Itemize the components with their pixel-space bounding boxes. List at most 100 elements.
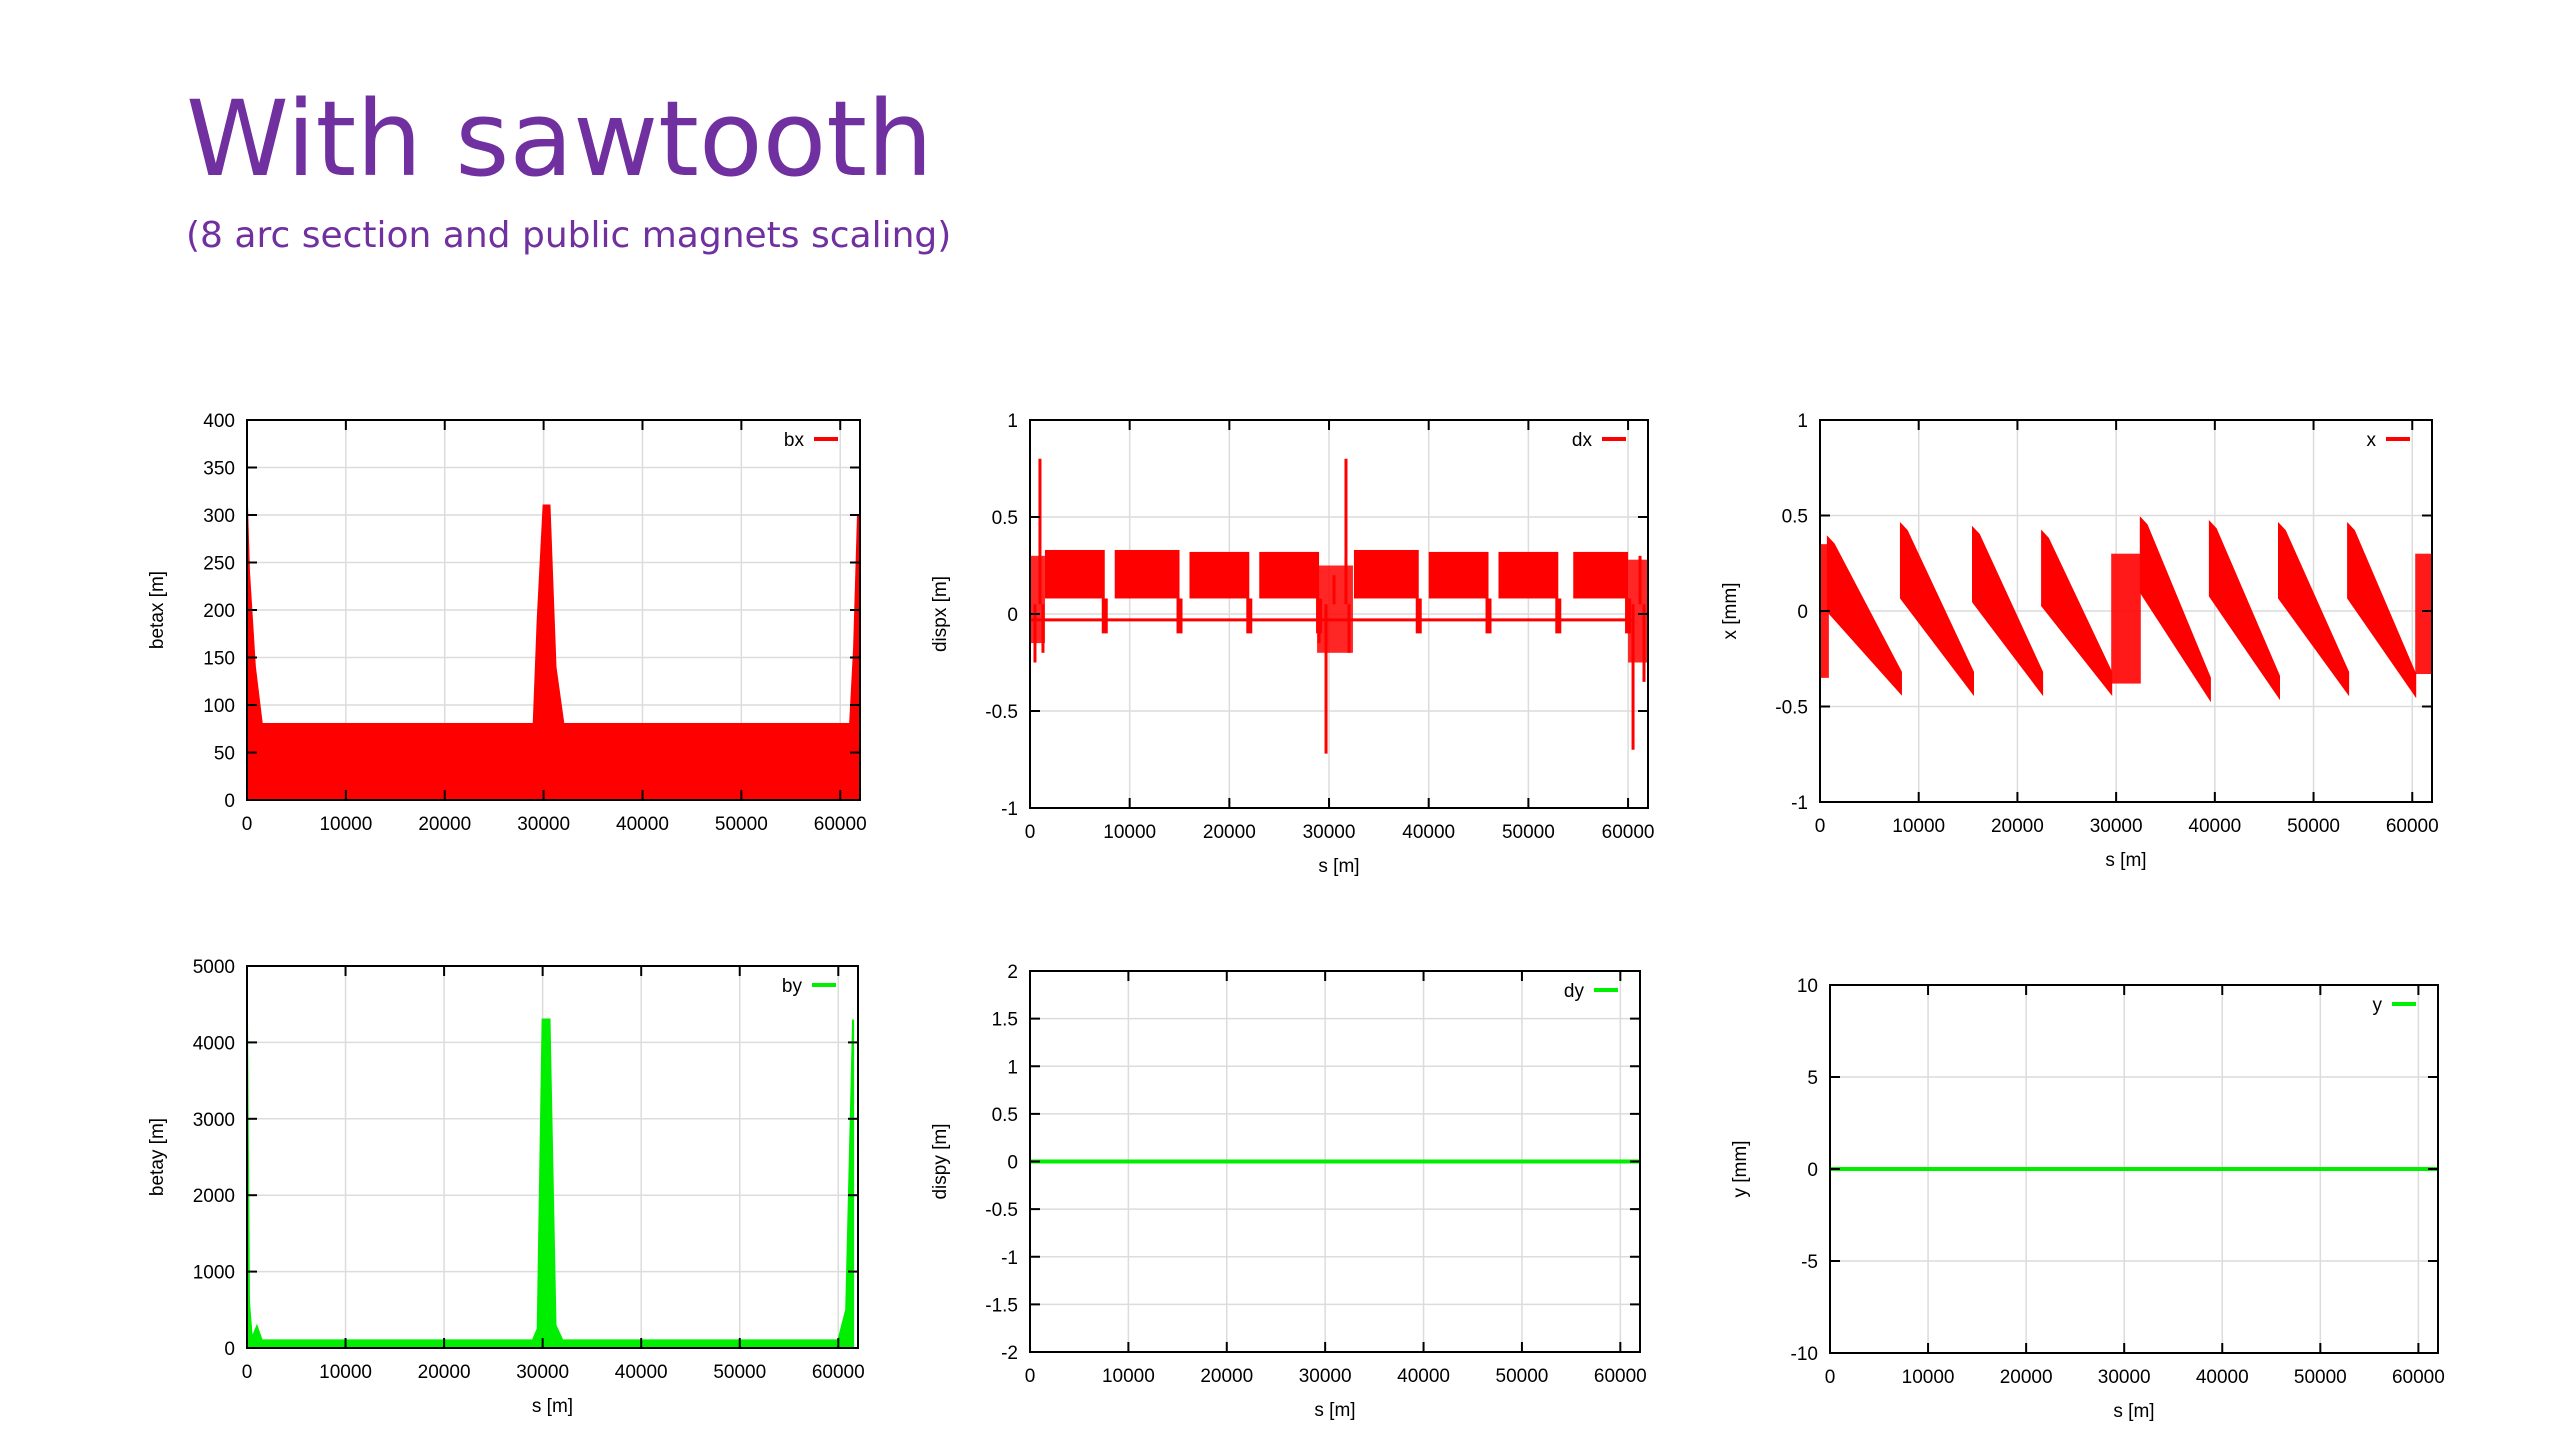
x-axis-label: s [m] <box>1318 856 1359 877</box>
x-tick-label: 50000 <box>1502 822 1555 843</box>
y-tick-label: 250 <box>203 554 235 575</box>
x-tick-label: 40000 <box>2196 1367 2249 1388</box>
x-tick-label: 10000 <box>1902 1367 1955 1388</box>
x-tick-label: 10000 <box>319 814 372 835</box>
chart-betay: 0 10000 20000 30000 40000 50000 60000 0 1000 2000… <box>147 957 865 1417</box>
x-axis-label: s [m] <box>532 1396 573 1417</box>
arc-segment-band <box>1498 551 1559 599</box>
y-tick-label: -1 <box>1791 793 1808 814</box>
sawtooth-tooth <box>2139 516 2211 703</box>
x-tick-label: 20000 <box>1991 816 2044 837</box>
y-tick-label: -0.5 <box>985 1200 1018 1221</box>
y-axis-label: x [mm] <box>1720 583 1741 640</box>
arc-segment-band <box>1353 549 1419 599</box>
y-tick-label: 200 <box>203 601 235 622</box>
x-tick-label: 30000 <box>1299 1366 1352 1387</box>
x-tick-label: 30000 <box>516 1362 569 1383</box>
arc-segment-band <box>1428 551 1489 599</box>
y-tick-label: 1 <box>1007 1057 1018 1078</box>
x-tick-label: 40000 <box>2188 816 2241 837</box>
y-tick-label: -1 <box>1001 1248 1018 1269</box>
x-tick-label: 30000 <box>517 814 570 835</box>
y-tick-label: 400 <box>203 411 235 432</box>
x-axis-label: s [m] <box>1314 1400 1355 1421</box>
series-dx <box>1030 458 1648 754</box>
x-tick-label: 50000 <box>2294 1367 2347 1388</box>
y-tick-label: 1.5 <box>992 1010 1018 1031</box>
arc-segment-band <box>1044 549 1105 599</box>
y-tick-label: 3000 <box>193 1110 235 1131</box>
legend-label: dx <box>1572 430 1593 451</box>
x-tick-label: 60000 <box>812 1362 865 1383</box>
series-bx <box>247 504 859 800</box>
sawtooth-tooth <box>2041 529 2113 697</box>
y-tick-label: 0.5 <box>1782 507 1808 528</box>
chart-x: 0 10000 20000 30000 40000 50000 60000 -1 -0.5 0 0.… <box>1720 411 2439 871</box>
x-tick-label: 0 <box>1025 1366 1036 1387</box>
x-tick-label: 30000 <box>2098 1367 2151 1388</box>
chart-y: 0 10000 20000 30000 40000 50000 60000 -10 -5 0 5 10… <box>1730 976 2445 1422</box>
y-tick-label: 1000 <box>193 1263 235 1284</box>
y-tick-label: 0 <box>1797 602 1808 623</box>
y-axis-label: betax [m] <box>147 571 168 649</box>
x-tick-label: 60000 <box>2392 1367 2445 1388</box>
arc-segment-band <box>1259 551 1320 599</box>
y-tick-label: 2000 <box>193 1186 235 1207</box>
y-axis-label: dispy [m] <box>930 1123 951 1199</box>
sawtooth-tooth <box>2208 520 2280 701</box>
x-tick-label: 40000 <box>1397 1366 1450 1387</box>
sawtooth-tooth <box>1899 521 1974 697</box>
chart-betax: 0 10000 20000 30000 40000 50000 60000 0 50 100 150… <box>147 411 867 835</box>
x-tick-label: 40000 <box>615 1362 668 1383</box>
y-tick-label: 0 <box>1007 1153 1018 1174</box>
ir-region-band <box>2111 553 2141 684</box>
legend-label: x <box>2367 430 2377 451</box>
sawtooth-tooth <box>1826 535 1902 696</box>
x-tick-label: 60000 <box>814 814 867 835</box>
y-tick-label: 1 <box>1007 411 1018 432</box>
series-band <box>247 1018 855 1348</box>
x-tick-label: 60000 <box>1602 822 1655 843</box>
y-tick-label: -0.5 <box>1775 698 1808 719</box>
slide-subtitle: (8 arc section and public magnets scalin… <box>186 215 952 256</box>
y-tick-label: -5 <box>1801 1252 1818 1273</box>
y-tick-label: 0.5 <box>992 508 1018 529</box>
y-tick-label: 5000 <box>193 957 235 978</box>
x-tick-label: 20000 <box>2000 1367 2053 1388</box>
sawtooth-tooth <box>2278 521 2350 697</box>
y-tick-label: 50 <box>214 744 235 765</box>
y-tick-label: -1 <box>1001 799 1018 820</box>
y-tick-label: 0 <box>224 791 235 812</box>
y-tick-label: 150 <box>203 649 235 670</box>
y-axis-label: betay [m] <box>147 1118 168 1196</box>
x-tick-label: 50000 <box>715 814 768 835</box>
y-tick-label: 350 <box>203 459 235 480</box>
y-tick-label: 0 <box>224 1339 235 1360</box>
plot-frame <box>246 965 859 1349</box>
x-tick-label: 20000 <box>1203 822 1256 843</box>
x-axis-label: s [m] <box>2113 1401 2154 1422</box>
sawtooth-tooth <box>1972 525 2044 697</box>
y-tick-label: 1 <box>1797 411 1808 432</box>
x-tick-label: 10000 <box>1103 822 1156 843</box>
x-tick-label: 40000 <box>616 814 669 835</box>
slide-title: With sawtooth <box>186 78 933 200</box>
y-tick-label: 0 <box>1007 605 1018 626</box>
series-x <box>1820 516 2432 703</box>
x-tick-label: 50000 <box>713 1362 766 1383</box>
y-tick-label: 0.5 <box>992 1105 1018 1126</box>
x-tick-label: 10000 <box>1102 1366 1155 1387</box>
x-tick-label: 30000 <box>1303 822 1356 843</box>
x-tick-label: 0 <box>242 814 253 835</box>
y-tick-label: -0.5 <box>985 702 1018 723</box>
y-axis-label: dispx [m] <box>930 576 951 652</box>
x-tick-label: 10000 <box>319 1362 372 1383</box>
x-tick-label: 20000 <box>418 814 471 835</box>
y-tick-label: 10 <box>1797 976 1818 997</box>
y-tick-label: 100 <box>203 696 235 717</box>
x-tick-label: 0 <box>1825 1367 1836 1388</box>
x-tick-label: 0 <box>1025 822 1036 843</box>
y-tick-label: 2 <box>1007 962 1018 983</box>
y-tick-label: -1.5 <box>985 1295 1018 1316</box>
